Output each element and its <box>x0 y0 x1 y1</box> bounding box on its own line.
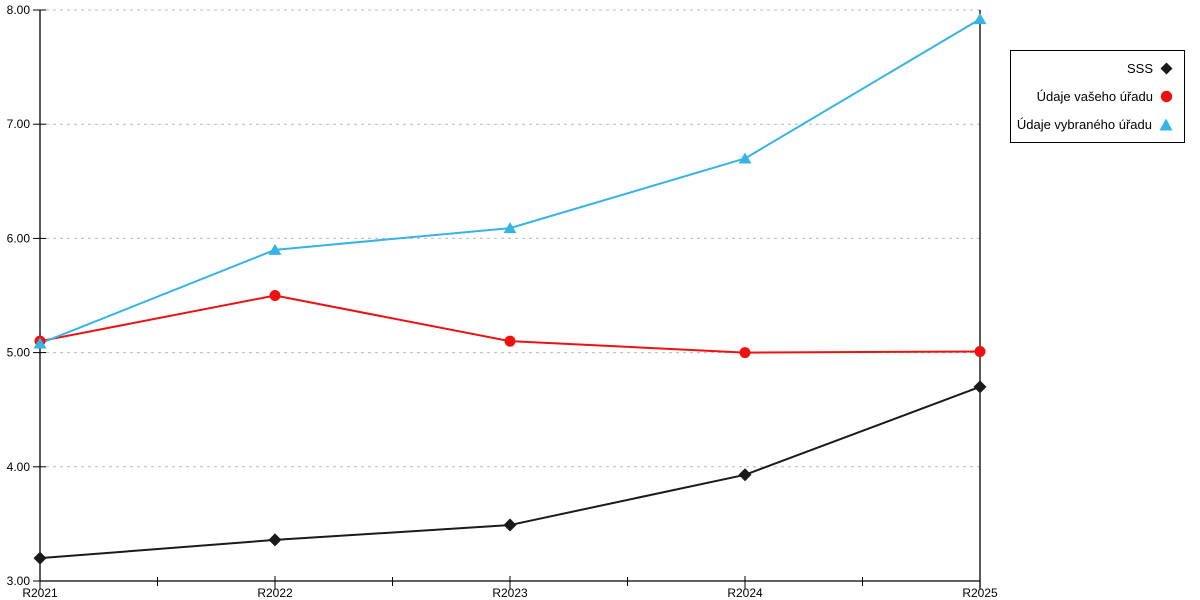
x-tick-label: R2024 <box>727 586 763 600</box>
legend-item-udaje-vaseho-uradu: Údaje vašeho úřadu <box>1011 83 1184 111</box>
circle-marker <box>269 290 281 301</box>
legend-item-udaje-vybraneho-uradu: Údaje vybraného úřadu <box>1011 111 1184 139</box>
x-tick-label: R2023 <box>492 586 528 600</box>
diamond-marker <box>973 380 987 394</box>
x-tick-label: R2021 <box>22 586 58 600</box>
triangle-icon <box>1159 118 1173 131</box>
y-tick-label: 7.00 <box>7 117 31 131</box>
legend-label-sss: SSS <box>1126 61 1153 76</box>
y-tick-label: 8.00 <box>7 3 31 17</box>
diamond-marker <box>33 551 47 565</box>
y-tick-label: 3.00 <box>7 574 31 588</box>
series-line-diamond <box>39 385 981 560</box>
triangle-marker <box>33 337 47 349</box>
diamond-marker <box>503 518 517 532</box>
circle-marker <box>504 335 516 347</box>
series-line-triangle <box>39 18 981 345</box>
diamond-marker <box>738 468 752 482</box>
legend-label-udaje-vybraneho-uradu: Údaje vybraného úřadu <box>1016 117 1152 132</box>
circle-icon <box>1160 90 1173 103</box>
y-tick-label: 4.00 <box>7 460 31 474</box>
x-tick-label: R2022 <box>257 586 293 600</box>
x-tick-label: R2025 <box>962 586 998 600</box>
diamond-marker <box>268 533 282 547</box>
circle-marker <box>739 347 751 359</box>
legend: SSS Údaje vašeho úřadu Údaje vybraného ú… <box>1010 50 1185 143</box>
y-tick-label: 5.00 <box>7 346 31 360</box>
diamond-icon <box>1160 62 1173 75</box>
triangle-marker <box>738 152 752 164</box>
legend-label-udaje-vaseho-uradu: Údaje vašeho úřadu <box>1036 89 1153 104</box>
legend-item-sss: SSS <box>1011 55 1184 83</box>
y-tick-label: 6.00 <box>7 231 31 245</box>
circle-marker <box>974 345 986 357</box>
triangle-marker <box>268 243 282 255</box>
triangle-marker <box>973 13 987 25</box>
triangle-marker <box>503 222 517 234</box>
